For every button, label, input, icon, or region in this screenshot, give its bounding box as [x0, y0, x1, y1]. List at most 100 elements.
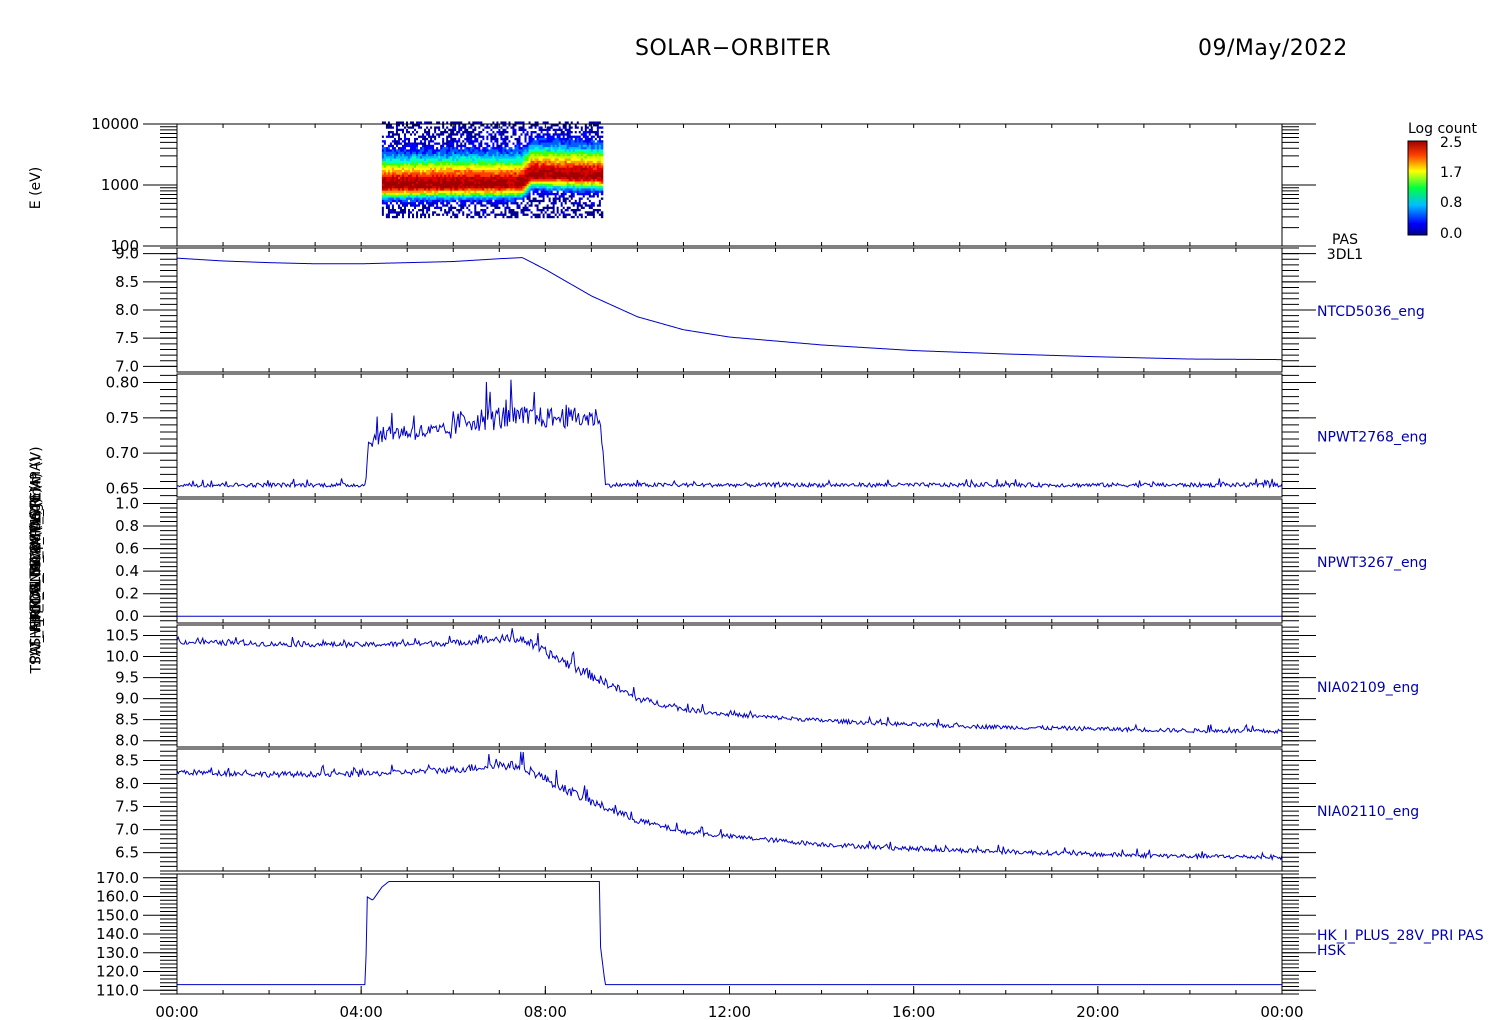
spectrogram-cell [472, 201, 475, 205]
spectrogram-cell [570, 144, 574, 148]
spectrogram-cell [468, 199, 471, 203]
spectrogram-cell [584, 187, 588, 191]
spectrogram-cell [508, 139, 511, 143]
spectrogram-cell [526, 169, 529, 173]
spectrogram-cell [546, 171, 550, 175]
spectrogram-cell [418, 194, 421, 198]
spectrogram-cell [574, 215, 578, 219]
spectrogram-cell [442, 192, 445, 196]
spectrogram-cell [454, 146, 457, 150]
spectrogram-cell [456, 197, 459, 200]
spectrogram-cell [476, 142, 479, 145]
spectrogram-cell [428, 126, 431, 129]
spectrogram-cell [391, 176, 395, 180]
spectrogram-cell [550, 183, 554, 187]
spectrogram-cell [420, 128, 423, 132]
spectrogram-cell [562, 142, 566, 145]
spectrogram-cell [444, 176, 447, 180]
spectrogram-cell [588, 146, 592, 150]
spectrogram-cell [554, 167, 558, 171]
spectrogram-cell [596, 162, 600, 166]
spectrogram-cell [496, 213, 499, 216]
spectrogram-cell [598, 171, 602, 175]
spectrogram-cell [570, 204, 574, 207]
spectrogram-cell [458, 215, 461, 219]
spectrogram-cell [401, 197, 405, 200]
spectrogram-cell [466, 148, 469, 152]
spectrogram-cell [482, 171, 485, 175]
spectrogram-cell [484, 160, 487, 164]
spectrogram-cell [564, 160, 568, 164]
spectrogram-cell [552, 151, 556, 154]
spectrogram-cell [512, 121, 515, 125]
spectrogram-cell [397, 146, 401, 150]
spectrogram-cell [418, 148, 421, 152]
spectrogram-cell [383, 121, 387, 125]
spectrogram-cell [389, 146, 393, 150]
spectrogram-cell [562, 178, 566, 182]
spectrogram-cell [458, 190, 461, 193]
spectrogram-cell [600, 128, 604, 132]
spectrogram-cell [468, 201, 471, 205]
spectrogram-cell [564, 153, 568, 157]
spectrogram-cell [420, 183, 423, 187]
spectrogram-cell [594, 165, 598, 168]
spectrogram-cell [514, 197, 517, 200]
spectrogram-cell [391, 151, 395, 154]
spectrogram-cell [444, 187, 447, 191]
spectrogram-cell [590, 176, 594, 180]
spectrogram-cell [484, 151, 487, 154]
spectrogram-cell [546, 206, 550, 210]
spectrogram-cell [522, 135, 525, 138]
spectrogram-cell [430, 183, 433, 187]
spectrogram-cell [542, 142, 546, 145]
spectrogram-cell [514, 137, 517, 141]
spectrogram-cell [474, 204, 477, 207]
spectrogram-cell [446, 183, 449, 187]
spectrogram-cell [434, 197, 437, 200]
spectrogram-cell [478, 144, 481, 148]
spectrogram-cell [550, 121, 554, 125]
spectrogram-cell [490, 130, 493, 134]
spectrogram-cell [508, 126, 511, 129]
spectrogram-cell [508, 183, 511, 187]
spectrogram-cell [418, 199, 421, 203]
spectrogram-cell [588, 123, 592, 127]
spectrogram-cell [506, 187, 509, 191]
spectrogram-cell [600, 201, 604, 205]
spectrogram-cell [524, 126, 527, 129]
spectrogram-cell [576, 192, 580, 196]
spectrogram-cell [490, 148, 493, 152]
spectrogram-cell [468, 130, 471, 134]
spectrogram-cell [502, 123, 505, 127]
spectrogram-cell [464, 151, 467, 154]
spectrogram-cell [436, 153, 439, 157]
spectrogram-cell [530, 158, 533, 161]
spectrogram-cell [428, 146, 431, 150]
spectrogram-cell [405, 178, 409, 182]
spectrogram-cell [518, 128, 521, 132]
spectrogram-cell [516, 201, 519, 205]
spectrogram-cell [426, 208, 429, 212]
spectrogram-cell [381, 121, 385, 125]
spectrogram-cell [391, 197, 395, 200]
spectrogram-cell [588, 126, 592, 129]
spectrogram-cell [422, 144, 425, 148]
spectrogram-cell [464, 190, 467, 193]
spectrogram-cell [484, 135, 487, 138]
spectrogram-cell [460, 190, 463, 193]
y-tick-label: 8.0 [115, 775, 139, 793]
spectrogram-cell [526, 165, 529, 168]
spectrogram-cell [403, 126, 407, 129]
spectrogram-cell [426, 183, 429, 187]
spectrogram-cell [524, 194, 527, 198]
spectrogram-cell [416, 153, 419, 157]
spectrogram-cell [438, 123, 441, 127]
spectrogram-cell [524, 137, 527, 141]
spectrogram-cell [552, 194, 556, 198]
spectrogram-cell [570, 206, 574, 210]
spectrogram-cell [401, 165, 405, 168]
spectrogram-cell [558, 204, 562, 207]
spectrogram-cell [454, 206, 457, 210]
spectrogram-cell [408, 126, 411, 129]
